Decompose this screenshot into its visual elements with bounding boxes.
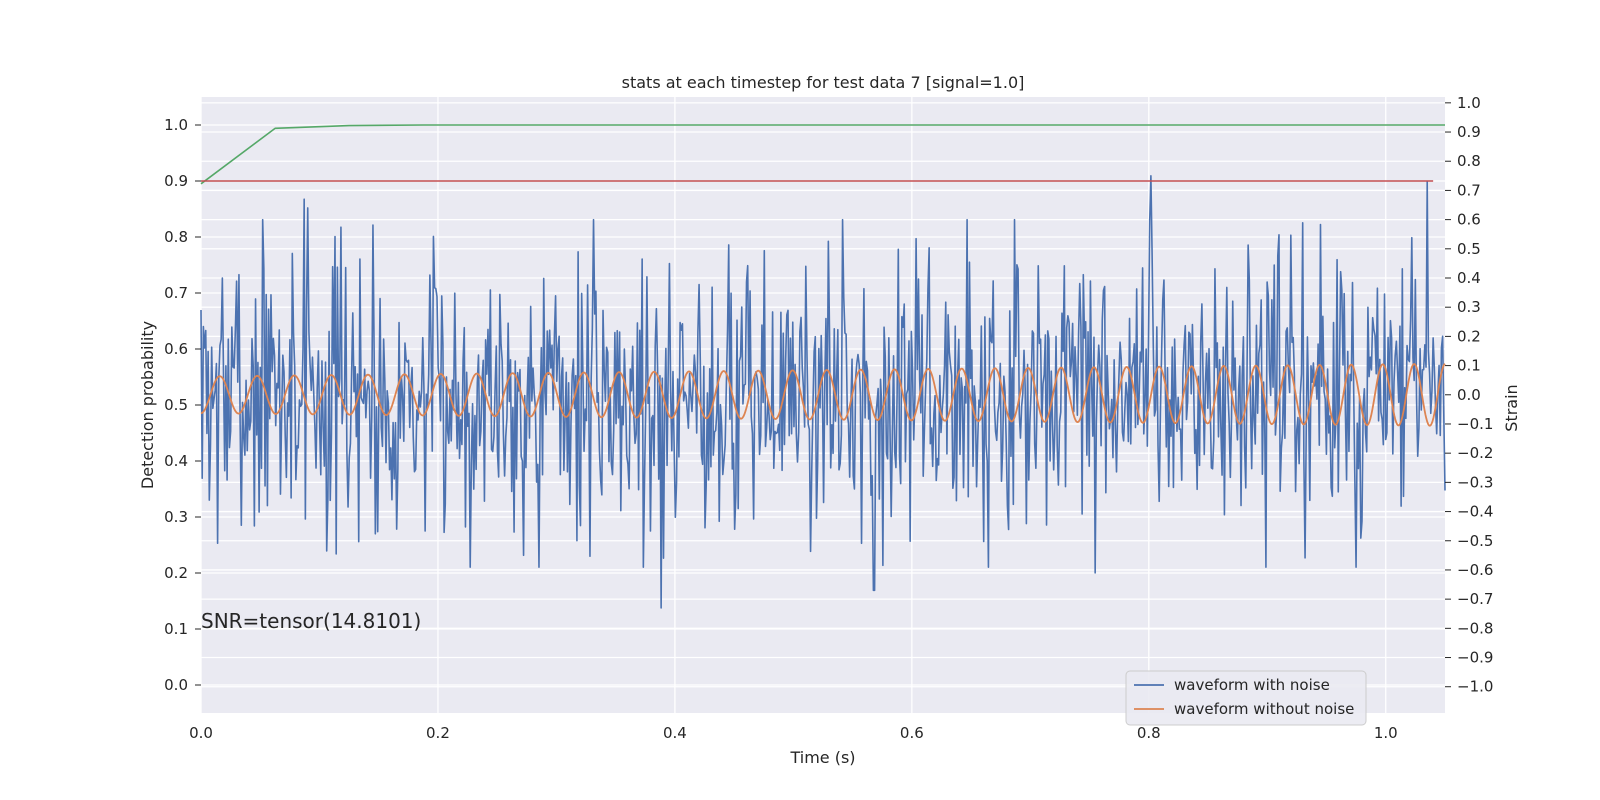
y-left-tick-label: 0.0 bbox=[164, 676, 188, 694]
y-right-tick-label: −0.9 bbox=[1457, 649, 1493, 667]
y-left-tick-label: 0.8 bbox=[164, 228, 188, 246]
legend-label-noise: waveform with noise bbox=[1174, 676, 1330, 694]
y-right-tick-label: 0.3 bbox=[1457, 298, 1481, 316]
y-right-tick-label: −0.2 bbox=[1457, 444, 1493, 462]
legend-box bbox=[1125, 670, 1367, 726]
y-axis-right-label: Strain bbox=[1502, 384, 1521, 431]
y-right-tick-label: 0.5 bbox=[1457, 240, 1481, 258]
y-right-tick-label: 0.2 bbox=[1457, 327, 1481, 345]
y-right-tick-label: 0.7 bbox=[1457, 181, 1481, 199]
series-waveform-without-noise bbox=[200, 363, 1446, 427]
y-right-tick-label: −0.6 bbox=[1457, 561, 1493, 579]
legend-label-clean: waveform without noise bbox=[1174, 700, 1354, 718]
chart-title: stats at each timestep for test data 7 [… bbox=[622, 73, 1025, 92]
y-left-tick-label: 0.4 bbox=[164, 452, 188, 470]
series-detection-probability bbox=[200, 124, 1445, 185]
y-right-tick-label: −0.4 bbox=[1457, 503, 1493, 521]
y-right-tick-label: 0.1 bbox=[1457, 357, 1481, 375]
y-right-tick-label: −0.5 bbox=[1457, 532, 1493, 550]
x-tick-label: 1.0 bbox=[1374, 724, 1398, 742]
y-right-tick-label: 0.6 bbox=[1457, 211, 1481, 229]
y-right-tick-label: 0.9 bbox=[1457, 123, 1481, 141]
x-tick-label: 0.4 bbox=[663, 724, 687, 742]
y-right-tick-label: −1.0 bbox=[1457, 678, 1493, 696]
x-tick-label: 0.6 bbox=[900, 724, 924, 742]
y-left-tick-label: 0.3 bbox=[164, 508, 188, 526]
y-left-tick-label: 0.5 bbox=[164, 396, 188, 414]
series-lines bbox=[200, 124, 1446, 609]
y-right-tick-label: 1.0 bbox=[1457, 94, 1481, 112]
y-right-tick-label: 0.4 bbox=[1457, 269, 1481, 287]
y-left-tick-label: 0.2 bbox=[164, 564, 188, 582]
x-tick-label: 0.0 bbox=[189, 724, 213, 742]
y-axis-left-label: Detection probability bbox=[138, 321, 157, 489]
x-tick-label: 0.8 bbox=[1137, 724, 1161, 742]
x-axis-ticks: 0.0 0.2 0.4 0.6 0.8 1.0 bbox=[189, 724, 1398, 742]
y-left-tick-label: 0.7 bbox=[164, 284, 188, 302]
x-tick-label: 0.2 bbox=[426, 724, 450, 742]
y-left-tick-label: 0.6 bbox=[164, 340, 188, 358]
y-left-tick-label: 1.0 bbox=[164, 116, 188, 134]
series-waveform-with-noise bbox=[200, 175, 1446, 609]
y-axis-left-ticks: 0.0 0.1 0.2 0.3 0.4 0.5 0.6 0.7 0.8 0.9 1.0 bbox=[164, 116, 201, 694]
y-right-tick-label: −0.3 bbox=[1457, 473, 1493, 491]
y-right-tick-label: −0.7 bbox=[1457, 590, 1493, 608]
x-axis-label: Time (s) bbox=[789, 748, 855, 767]
y-axis-right-ticks: −1.0 −0.9 −0.8 −0.7 −0.6 −0.5 −0.4 −0.3 −0.2 −0.1… bbox=[1445, 94, 1493, 696]
legend: waveform with noise waveform without noi… bbox=[1125, 670, 1367, 726]
snr-annotation: SNR=tensor(14.8101) bbox=[201, 609, 421, 633]
y-left-tick-label: 0.1 bbox=[164, 620, 188, 638]
y-right-tick-label: −0.8 bbox=[1457, 619, 1493, 637]
y-left-tick-label: 0.9 bbox=[164, 172, 188, 190]
y-right-tick-label: 0.0 bbox=[1457, 386, 1481, 404]
y-right-tick-label: 0.8 bbox=[1457, 152, 1481, 170]
y-right-tick-label: −0.1 bbox=[1457, 415, 1493, 433]
